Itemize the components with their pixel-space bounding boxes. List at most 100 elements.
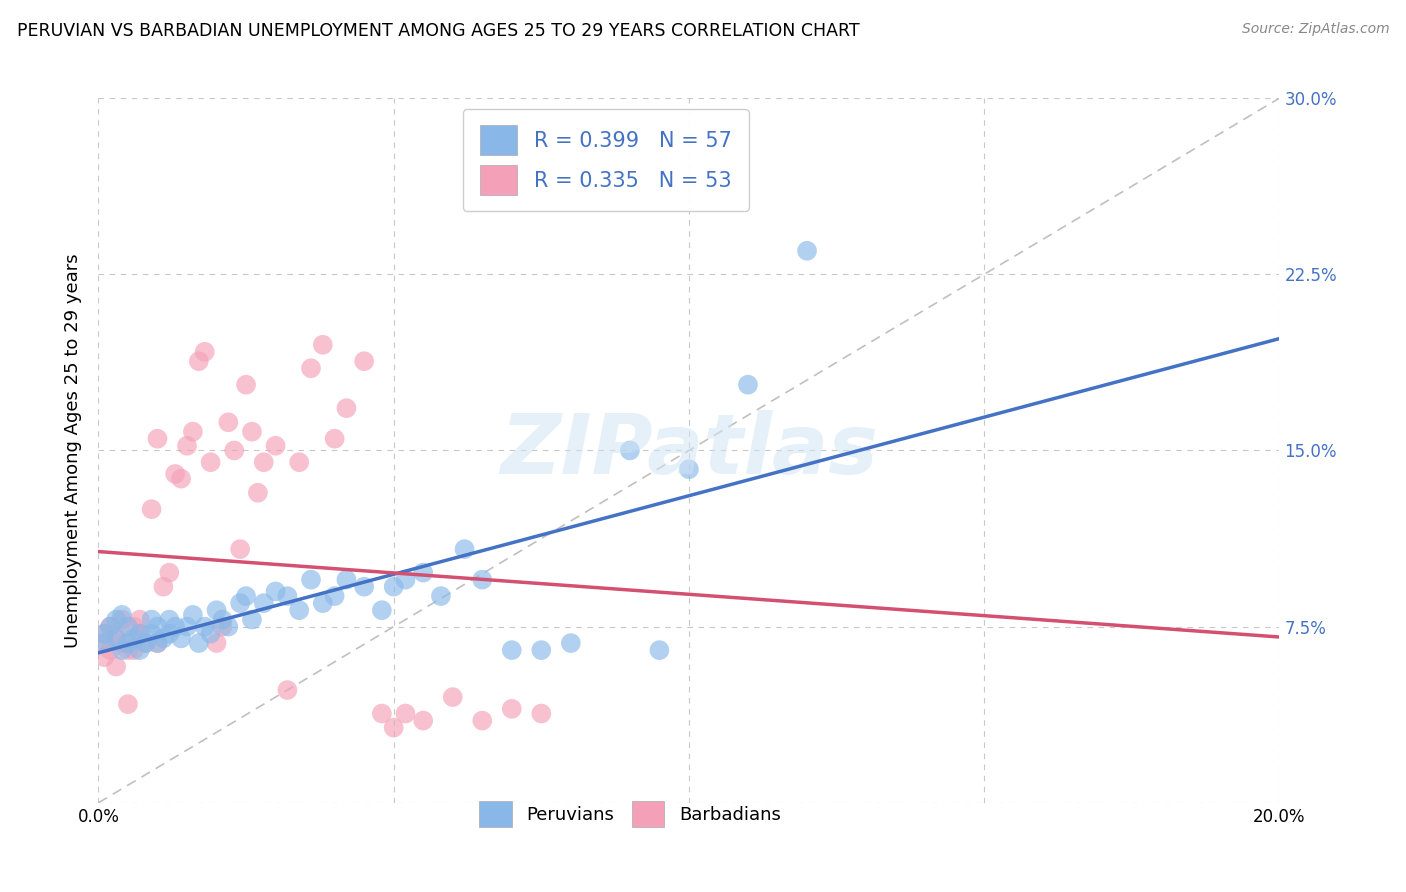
Point bbox=[111, 643, 134, 657]
Point bbox=[441, 690, 464, 705]
Point bbox=[229, 542, 252, 557]
Point bbox=[122, 632, 145, 646]
Text: ZIPatlas: ZIPatlas bbox=[501, 410, 877, 491]
Point bbox=[501, 702, 523, 716]
Point bbox=[200, 626, 222, 640]
Point bbox=[146, 636, 169, 650]
Point bbox=[98, 619, 121, 633]
Point bbox=[211, 613, 233, 627]
Point bbox=[111, 607, 134, 622]
Point bbox=[194, 344, 217, 359]
Point bbox=[117, 619, 139, 633]
Legend: Peruvians, Barbadians: Peruvians, Barbadians bbox=[470, 792, 790, 836]
Point bbox=[128, 643, 150, 657]
Point bbox=[122, 643, 145, 657]
Point bbox=[135, 636, 157, 650]
Point bbox=[157, 626, 180, 640]
Point bbox=[560, 636, 582, 650]
Point bbox=[170, 632, 193, 646]
Point bbox=[648, 643, 671, 657]
Point bbox=[246, 485, 269, 500]
Point bbox=[93, 650, 115, 665]
Point bbox=[323, 589, 346, 603]
Point bbox=[335, 573, 357, 587]
Point bbox=[98, 619, 121, 633]
Point bbox=[176, 439, 198, 453]
Point bbox=[165, 619, 187, 633]
Point bbox=[170, 472, 193, 486]
Point bbox=[394, 573, 416, 587]
Point bbox=[312, 596, 335, 610]
Point bbox=[93, 636, 115, 650]
Point bbox=[152, 580, 174, 594]
Point bbox=[288, 455, 311, 469]
Point bbox=[253, 455, 276, 469]
Point bbox=[276, 589, 298, 603]
Point bbox=[194, 619, 217, 633]
Point bbox=[288, 603, 311, 617]
Point bbox=[105, 659, 128, 673]
Point bbox=[157, 566, 180, 580]
Point bbox=[176, 619, 198, 633]
Point bbox=[394, 706, 416, 721]
Point bbox=[105, 626, 128, 640]
Point bbox=[93, 626, 115, 640]
Point bbox=[382, 580, 405, 594]
Point bbox=[530, 643, 553, 657]
Point bbox=[235, 377, 257, 392]
Point bbox=[217, 619, 239, 633]
Point bbox=[200, 455, 222, 469]
Point bbox=[157, 613, 180, 627]
Point bbox=[796, 244, 818, 258]
Point bbox=[412, 566, 434, 580]
Point bbox=[737, 377, 759, 392]
Point bbox=[276, 683, 298, 698]
Point bbox=[240, 425, 263, 439]
Point bbox=[117, 636, 139, 650]
Point bbox=[135, 636, 157, 650]
Point bbox=[229, 596, 252, 610]
Point bbox=[335, 401, 357, 416]
Point bbox=[181, 607, 204, 622]
Point bbox=[353, 580, 375, 594]
Point bbox=[453, 542, 475, 557]
Point bbox=[111, 636, 134, 650]
Point bbox=[471, 573, 494, 587]
Point bbox=[122, 619, 145, 633]
Point bbox=[501, 643, 523, 657]
Point bbox=[146, 619, 169, 633]
Point bbox=[181, 425, 204, 439]
Point bbox=[141, 626, 163, 640]
Y-axis label: Unemployment Among Ages 25 to 29 years: Unemployment Among Ages 25 to 29 years bbox=[63, 253, 82, 648]
Point bbox=[619, 443, 641, 458]
Point bbox=[205, 636, 228, 650]
Point bbox=[93, 626, 115, 640]
Point bbox=[264, 439, 287, 453]
Point bbox=[128, 613, 150, 627]
Point bbox=[117, 643, 139, 657]
Point bbox=[678, 462, 700, 476]
Point bbox=[530, 706, 553, 721]
Point bbox=[235, 589, 257, 603]
Point bbox=[299, 361, 322, 376]
Point bbox=[224, 443, 246, 458]
Point bbox=[299, 573, 322, 587]
Point bbox=[111, 613, 134, 627]
Point bbox=[98, 643, 121, 657]
Point bbox=[105, 632, 128, 646]
Point bbox=[128, 626, 150, 640]
Point bbox=[217, 415, 239, 429]
Point bbox=[353, 354, 375, 368]
Point bbox=[146, 432, 169, 446]
Point bbox=[205, 603, 228, 617]
Point bbox=[312, 337, 335, 351]
Point bbox=[430, 589, 453, 603]
Text: PERUVIAN VS BARBADIAN UNEMPLOYMENT AMONG AGES 25 TO 29 YEARS CORRELATION CHART: PERUVIAN VS BARBADIAN UNEMPLOYMENT AMONG… bbox=[17, 22, 859, 40]
Point bbox=[187, 354, 209, 368]
Point bbox=[412, 714, 434, 728]
Point bbox=[264, 584, 287, 599]
Point bbox=[128, 626, 150, 640]
Point bbox=[240, 613, 263, 627]
Point bbox=[323, 432, 346, 446]
Point bbox=[105, 613, 128, 627]
